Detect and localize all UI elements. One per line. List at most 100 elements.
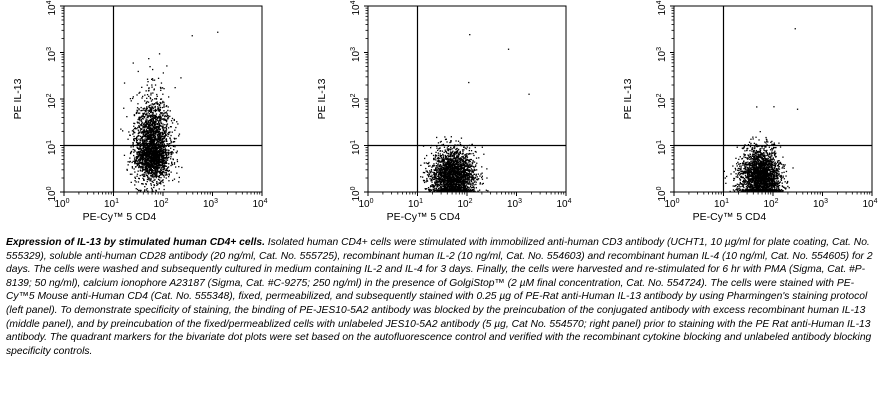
dot-point [434, 178, 436, 181]
dot-point [154, 116, 156, 118]
dot-point [152, 181, 154, 183]
dot-point [139, 149, 141, 151]
dot-point [156, 101, 158, 103]
dot-point [465, 189, 467, 191]
dot-point [154, 146, 156, 148]
dot-point [152, 119, 154, 121]
dot-point [132, 148, 134, 151]
dot-point [160, 143, 162, 145]
dot-point [473, 178, 475, 180]
dot-point [152, 121, 154, 124]
dot-point [438, 157, 440, 159]
dot-point [446, 172, 448, 175]
dot-point [153, 150, 155, 152]
dot-point [157, 132, 160, 134]
dot-point [446, 176, 448, 178]
dot-point [474, 146, 476, 149]
dot-point [438, 173, 440, 175]
dot-point [429, 178, 431, 180]
dot-point [464, 187, 466, 189]
dot-point [437, 185, 439, 187]
dot-point [160, 119, 162, 122]
dot-point [152, 104, 154, 106]
dot-point [148, 138, 150, 140]
dot-point [151, 140, 153, 142]
dot-point [159, 125, 161, 127]
dot-point [152, 175, 154, 177]
dot-point [165, 145, 167, 147]
dot-point [455, 156, 458, 158]
dot-point [446, 186, 449, 188]
dot-point [139, 129, 142, 131]
dot-point [146, 178, 149, 181]
dot-point [162, 179, 164, 181]
dot-point [161, 138, 163, 141]
dot-point [142, 167, 144, 170]
dot-point [169, 126, 172, 128]
dot-point [425, 170, 427, 172]
dot-point [473, 176, 475, 179]
dot-point [162, 128, 164, 130]
dot-point [454, 184, 457, 186]
dot-point [448, 155, 450, 157]
dot-point [144, 169, 146, 171]
dot-point [449, 175, 451, 178]
dot-point [146, 130, 148, 133]
dot-point [451, 186, 453, 188]
dot-point [151, 147, 153, 149]
dot-point [147, 120, 150, 122]
dot-point [439, 187, 441, 189]
dot-point [158, 128, 160, 130]
dot-point [453, 146, 455, 149]
dot-point [462, 151, 464, 153]
dot-point [145, 134, 147, 136]
dot-point [172, 152, 174, 154]
dot-point [133, 122, 135, 124]
dot-point [138, 156, 140, 158]
dot-point [449, 158, 451, 161]
dot-point [155, 98, 158, 100]
dot-point [433, 163, 435, 165]
dot-point [160, 183, 162, 185]
dot-point [153, 123, 156, 126]
dot-point [472, 152, 474, 155]
dot-point [457, 187, 460, 189]
dot-point [460, 163, 463, 165]
dot-point [450, 146, 452, 149]
dot-point [451, 190, 453, 192]
dot-point [447, 190, 449, 192]
dot-point [459, 150, 461, 153]
dot-point [152, 106, 154, 108]
dot-point [165, 111, 168, 113]
dot-point [152, 145, 154, 148]
dot-point [472, 182, 474, 185]
dot-point [466, 163, 468, 165]
dot-point [431, 174, 433, 176]
dot-point [156, 158, 158, 160]
dot-point [468, 174, 471, 176]
dot-point [142, 127, 144, 129]
dot-point [160, 155, 162, 157]
dot-point [483, 153, 485, 155]
dot-point [156, 138, 159, 140]
dot-point [151, 130, 153, 133]
dot-point [144, 124, 147, 126]
dot-point [146, 135, 148, 138]
dot-point [453, 157, 456, 159]
dot-point [438, 189, 440, 191]
dot-point [456, 166, 458, 169]
dot-point [141, 167, 144, 169]
dot-point [147, 121, 149, 123]
dot-point [457, 149, 459, 151]
dot-point [444, 185, 447, 187]
dot-point [442, 175, 444, 177]
dot-point [433, 173, 435, 176]
dot-point [142, 168, 144, 170]
dot-point [471, 171, 473, 173]
dot-point [157, 129, 159, 132]
dot-point [456, 170, 458, 172]
dot-point [456, 156, 458, 158]
dot-point [160, 154, 162, 157]
dot-point [165, 177, 167, 179]
dot-point [170, 141, 172, 143]
